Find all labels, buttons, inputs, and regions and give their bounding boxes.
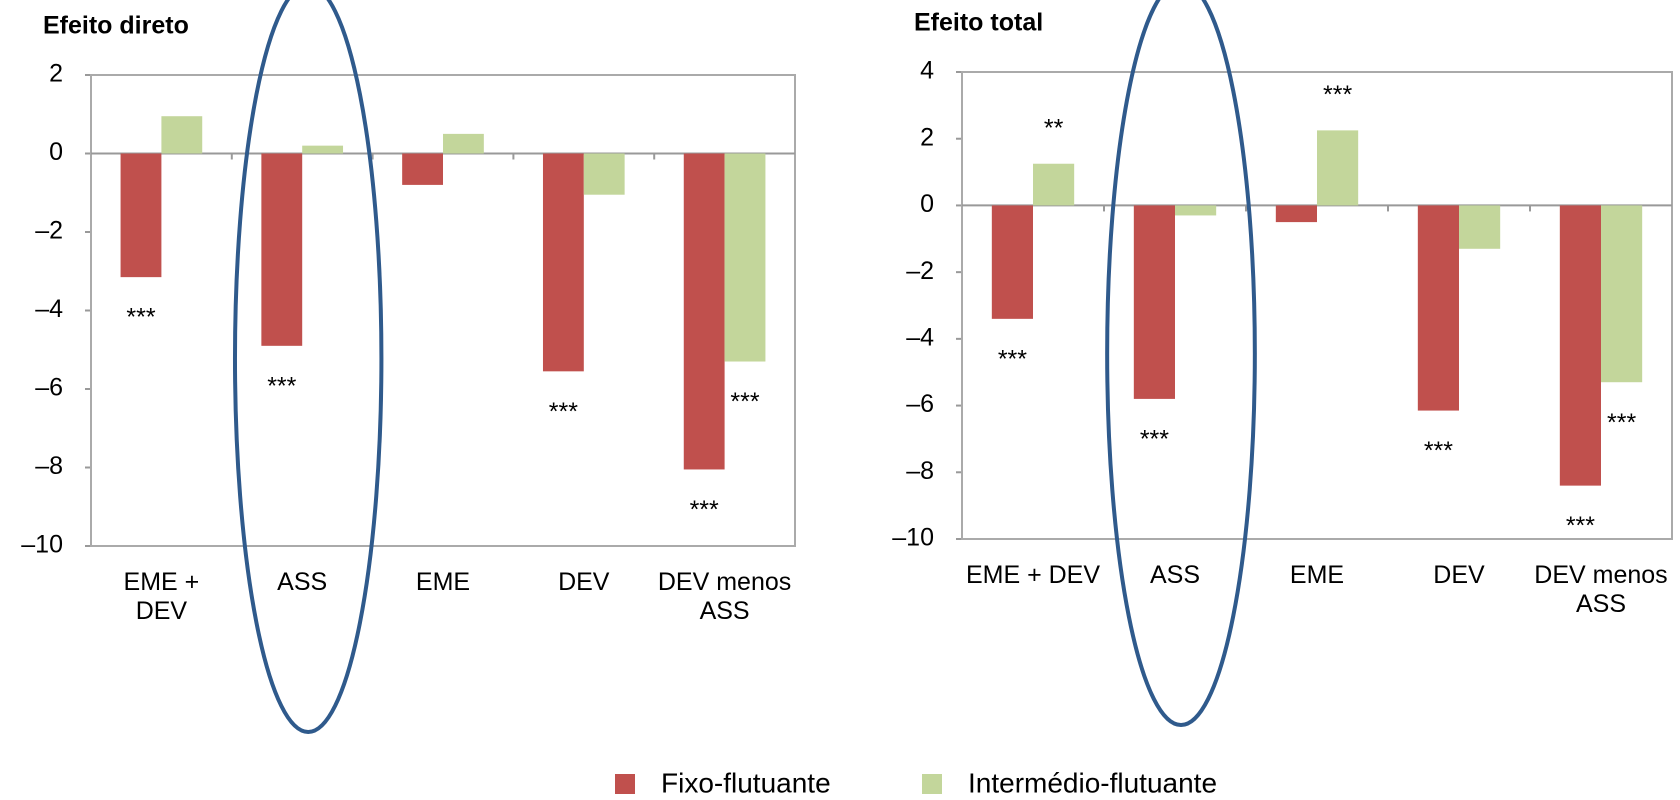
y-tick-label: –4 bbox=[906, 323, 934, 351]
bar bbox=[1175, 205, 1217, 216]
significance-label: *** bbox=[126, 304, 155, 332]
y-tick-label: 2 bbox=[49, 60, 63, 88]
highlight-ellipse bbox=[1105, 0, 1257, 727]
x-tick-label-box: EME bbox=[1289, 561, 1345, 589]
bar bbox=[683, 153, 725, 470]
bar bbox=[261, 153, 303, 346]
bar bbox=[724, 153, 766, 362]
significance-label: *** bbox=[1323, 81, 1352, 109]
x-tick-label-box: EME bbox=[415, 568, 471, 596]
bar bbox=[402, 153, 443, 185]
y-tick-label: 2 bbox=[920, 123, 934, 151]
y-tick-label: 4 bbox=[920, 57, 934, 85]
bar bbox=[1601, 205, 1643, 383]
y-tick-label: –6 bbox=[906, 390, 934, 418]
significance-label: *** bbox=[267, 372, 296, 400]
significance-label: *** bbox=[549, 398, 578, 426]
bar bbox=[583, 153, 625, 195]
y-tick-label: –8 bbox=[906, 457, 934, 485]
x-tick-label-box: EME + DEV bbox=[123, 568, 200, 625]
x-tick-label-box: DEV menos ASS bbox=[1534, 561, 1668, 618]
significance-label: *** bbox=[1424, 437, 1453, 465]
significance-label: *** bbox=[1566, 512, 1595, 540]
chart-title: Efeito direto bbox=[43, 12, 189, 40]
x-tick-label: DEV bbox=[1433, 561, 1485, 589]
bar bbox=[1133, 205, 1175, 399]
y-tick-label: –2 bbox=[35, 217, 63, 245]
significance-label: *** bbox=[730, 388, 759, 416]
bar bbox=[1559, 205, 1601, 486]
y-tick-label: –6 bbox=[35, 374, 63, 402]
y-tick-label: 0 bbox=[920, 190, 934, 218]
bar bbox=[161, 116, 203, 154]
x-tick-label-box: ASS bbox=[277, 568, 328, 596]
y-tick-label: –4 bbox=[35, 295, 63, 323]
bar bbox=[302, 145, 344, 154]
x-tick-label-box: DEV menos ASS bbox=[657, 568, 792, 625]
x-tick-label: EME + DEV bbox=[965, 561, 1101, 589]
x-tick-label: DEV bbox=[558, 568, 610, 596]
x-tick-label: ASS bbox=[1149, 561, 1200, 589]
y-tick-label: –8 bbox=[35, 452, 63, 480]
significance-label: *** bbox=[1607, 409, 1636, 437]
x-tick-label: ASS bbox=[277, 568, 328, 596]
bar bbox=[120, 153, 162, 278]
x-tick-label-box: EME + DEV bbox=[965, 561, 1101, 589]
plot-frame bbox=[90, 74, 796, 547]
y-tick-label: –10 bbox=[892, 524, 934, 552]
plot-frame bbox=[961, 71, 1673, 540]
legend-swatch bbox=[922, 774, 942, 794]
bar bbox=[1317, 130, 1359, 206]
legend-label: Fixo-flutuante bbox=[661, 767, 831, 798]
bar bbox=[991, 205, 1033, 319]
x-tick-label: DEV menos ASS bbox=[657, 568, 792, 625]
legend-swatch bbox=[615, 774, 635, 794]
bar bbox=[1459, 205, 1501, 249]
significance-label: *** bbox=[690, 496, 719, 524]
chart-title: Efeito total bbox=[914, 9, 1043, 37]
x-tick-label-box: ASS bbox=[1149, 561, 1200, 589]
legend-label: Intermédio-flutuante bbox=[968, 767, 1217, 798]
bar bbox=[1033, 163, 1075, 206]
bar bbox=[443, 133, 484, 154]
significance-label: *** bbox=[1140, 426, 1169, 454]
x-tick-label: EME bbox=[415, 568, 471, 596]
highlight-ellipse bbox=[233, 0, 384, 734]
y-tick-label: –2 bbox=[906, 257, 934, 285]
x-tick-label: EME + DEV bbox=[123, 568, 200, 625]
significance-label: ** bbox=[1044, 114, 1064, 142]
bar bbox=[542, 153, 584, 372]
x-tick-label-box: DEV bbox=[1433, 561, 1485, 589]
bar bbox=[1275, 205, 1317, 223]
bar bbox=[1417, 205, 1459, 411]
x-tick-label: DEV menos ASS bbox=[1534, 561, 1668, 618]
x-tick-label-box: DEV bbox=[558, 568, 610, 596]
y-tick-label: –10 bbox=[21, 531, 63, 559]
significance-label: *** bbox=[998, 345, 1027, 373]
y-tick-label: 0 bbox=[49, 138, 63, 166]
x-tick-label: EME bbox=[1289, 561, 1345, 589]
